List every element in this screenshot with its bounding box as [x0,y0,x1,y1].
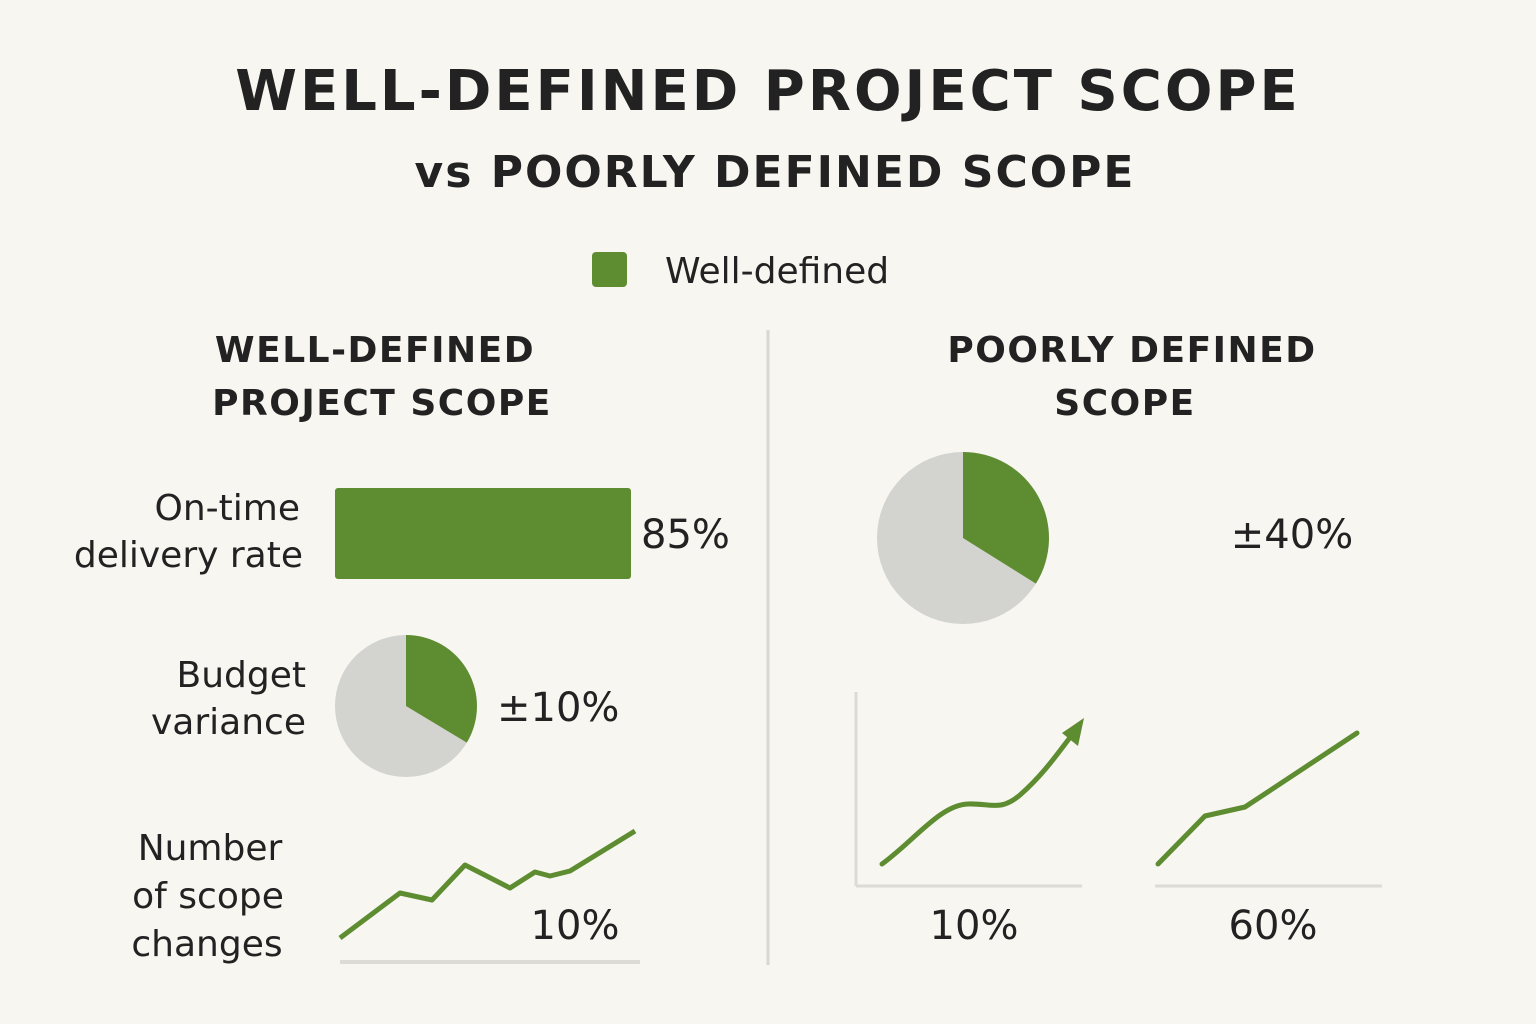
metric-value: 10% [531,903,620,949]
metric-label: Budget [177,655,306,696]
legend-label: Well-defined [665,251,889,292]
legend-swatch [592,252,627,287]
panel-heading: SCOPE [1054,383,1195,424]
metric-value: 10% [930,903,1019,949]
metric-label: Number [138,828,283,869]
metric-value: ±10% [497,685,619,731]
pie-slice [406,635,477,743]
trend-line [1155,730,1360,867]
arrowhead [1062,718,1084,746]
metric-value: ±40% [1231,512,1353,558]
panel-heading: WELL-DEFINED [215,330,535,371]
metric-label: On-time [155,488,300,529]
metric-value: 60% [1229,903,1318,949]
title: WELL-DEFINED PROJECT SCOPE [235,59,1301,124]
panel-heading: POORLY DEFINED [947,330,1316,371]
metric-value: 85% [641,512,730,558]
metric-label: of scope [132,876,284,917]
bar [335,488,631,579]
subtitle: vs POORLY DEFINED SCOPE [415,147,1136,198]
pie-slice [963,452,1049,584]
trend-line [338,828,637,940]
metric-label: changes [131,924,282,965]
panel-heading: PROJECT SCOPE [212,383,552,424]
trend-line [879,732,1075,867]
metric-label: delivery rate [74,535,303,576]
metric-label: variance [151,702,306,743]
